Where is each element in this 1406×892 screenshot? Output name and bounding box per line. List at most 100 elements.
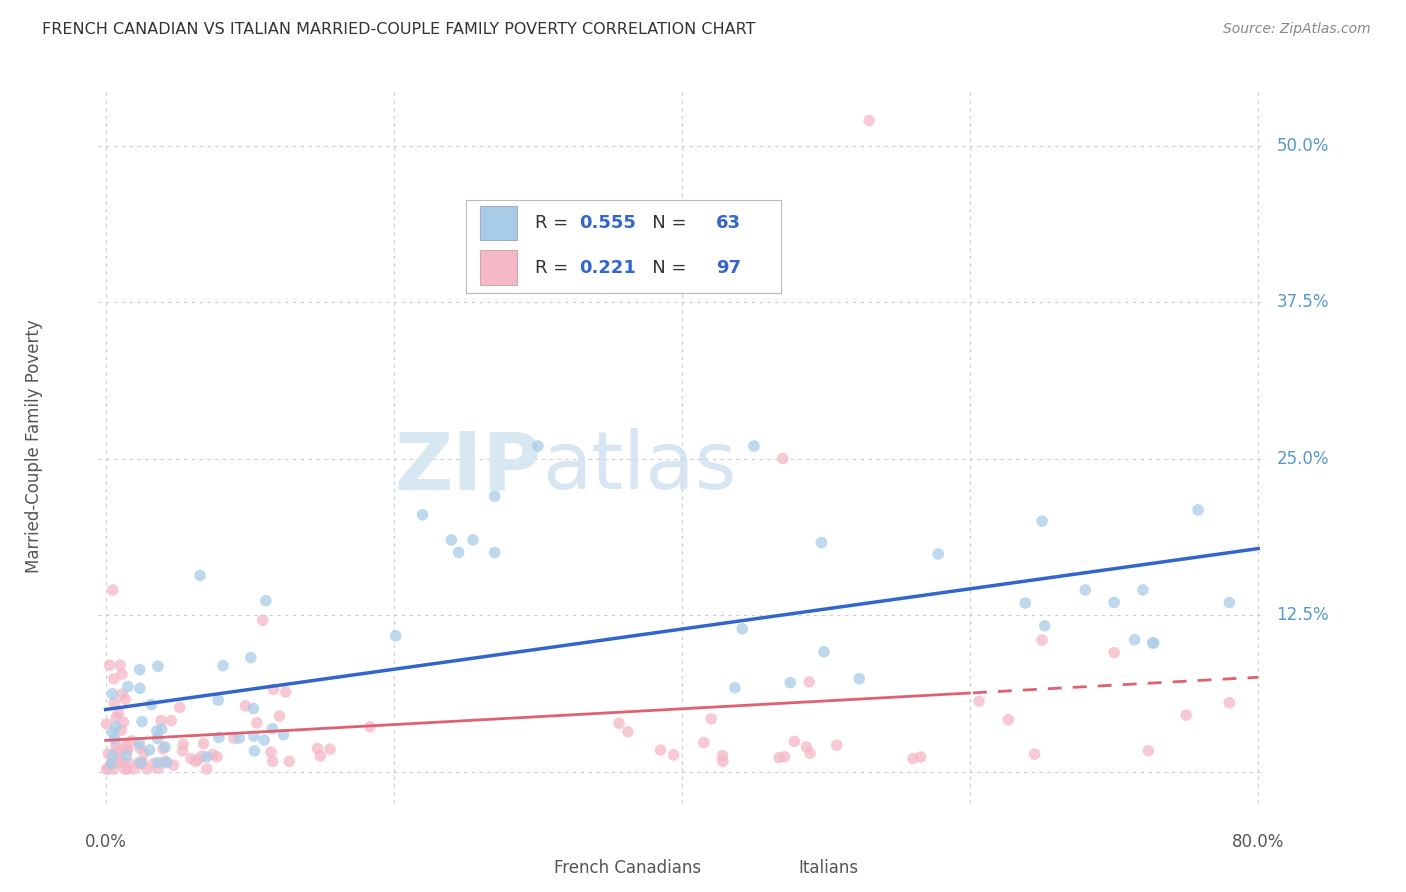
- Point: [112, 715, 135, 730]
- Text: 0.555: 0.555: [579, 214, 636, 232]
- Point: [1175, 708, 1198, 723]
- Text: 37.5%: 37.5%: [1277, 293, 1329, 311]
- FancyBboxPatch shape: [465, 200, 782, 293]
- Point: [1102, 595, 1125, 609]
- Point: [195, 750, 218, 764]
- Point: [105, 739, 128, 753]
- Point: [108, 751, 131, 765]
- Point: [783, 734, 806, 748]
- Text: ZIP: ZIP: [395, 428, 541, 507]
- Point: [162, 758, 184, 772]
- Point: [927, 547, 949, 561]
- Point: [1024, 747, 1046, 761]
- Point: [228, 731, 250, 745]
- Text: N =: N =: [636, 259, 693, 277]
- Point: [1014, 596, 1036, 610]
- Point: [484, 489, 506, 503]
- Point: [128, 681, 150, 696]
- Point: [98, 658, 121, 673]
- Point: [111, 667, 134, 681]
- Point: [1074, 582, 1097, 597]
- Point: [156, 756, 179, 770]
- Point: [773, 749, 796, 764]
- Point: [207, 693, 229, 707]
- Text: R =: R =: [534, 259, 574, 277]
- Point: [105, 744, 128, 758]
- Point: [260, 745, 283, 759]
- Point: [309, 749, 332, 764]
- Point: [191, 749, 214, 764]
- Point: [146, 756, 169, 770]
- Point: [104, 720, 127, 734]
- Point: [662, 747, 685, 762]
- Point: [278, 754, 301, 768]
- Point: [239, 650, 262, 665]
- Point: [150, 714, 173, 728]
- Text: atlas: atlas: [541, 428, 737, 507]
- Point: [105, 710, 128, 724]
- Point: [607, 716, 630, 731]
- Point: [1102, 646, 1125, 660]
- Point: [160, 714, 183, 728]
- Point: [121, 734, 143, 748]
- Point: [97, 762, 120, 776]
- Point: [117, 680, 139, 694]
- Point: [180, 751, 202, 765]
- Point: [461, 533, 484, 547]
- Point: [772, 451, 794, 466]
- Point: [150, 722, 173, 736]
- Text: N =: N =: [636, 214, 693, 232]
- Point: [117, 743, 139, 757]
- Point: [724, 681, 747, 695]
- Text: 50.0%: 50.0%: [1277, 136, 1329, 154]
- Point: [107, 706, 129, 720]
- Point: [117, 741, 139, 756]
- Point: [114, 762, 136, 776]
- Text: R =: R =: [534, 214, 574, 232]
- FancyBboxPatch shape: [752, 855, 789, 881]
- Point: [115, 748, 138, 763]
- Point: [246, 715, 269, 730]
- Point: [187, 753, 209, 767]
- Point: [141, 698, 163, 712]
- Point: [205, 749, 228, 764]
- Point: [172, 744, 194, 758]
- Text: 97: 97: [716, 259, 741, 277]
- Point: [1031, 633, 1053, 648]
- Point: [1132, 582, 1154, 597]
- Point: [243, 729, 266, 743]
- Point: [440, 533, 463, 547]
- Point: [188, 568, 211, 582]
- FancyBboxPatch shape: [506, 855, 544, 881]
- Point: [110, 723, 132, 738]
- Point: [273, 727, 295, 741]
- Point: [118, 756, 141, 771]
- Point: [131, 755, 153, 769]
- Point: [384, 629, 406, 643]
- Point: [122, 762, 145, 776]
- Point: [193, 737, 215, 751]
- Point: [146, 724, 169, 739]
- Point: [1137, 744, 1160, 758]
- Point: [132, 746, 155, 760]
- Point: [131, 714, 153, 729]
- Point: [128, 736, 150, 750]
- Point: [825, 739, 848, 753]
- Text: Italians: Italians: [799, 859, 859, 877]
- Text: 12.5%: 12.5%: [1277, 606, 1329, 624]
- Point: [253, 733, 276, 747]
- Point: [262, 755, 284, 769]
- Point: [711, 754, 734, 768]
- Point: [222, 731, 245, 746]
- Text: 63: 63: [716, 214, 741, 232]
- Point: [103, 762, 125, 776]
- Point: [967, 694, 990, 708]
- Point: [848, 672, 870, 686]
- FancyBboxPatch shape: [479, 251, 517, 285]
- Point: [617, 724, 640, 739]
- Point: [1187, 503, 1209, 517]
- Point: [101, 687, 124, 701]
- Point: [136, 762, 159, 776]
- Point: [107, 756, 129, 770]
- Point: [858, 113, 880, 128]
